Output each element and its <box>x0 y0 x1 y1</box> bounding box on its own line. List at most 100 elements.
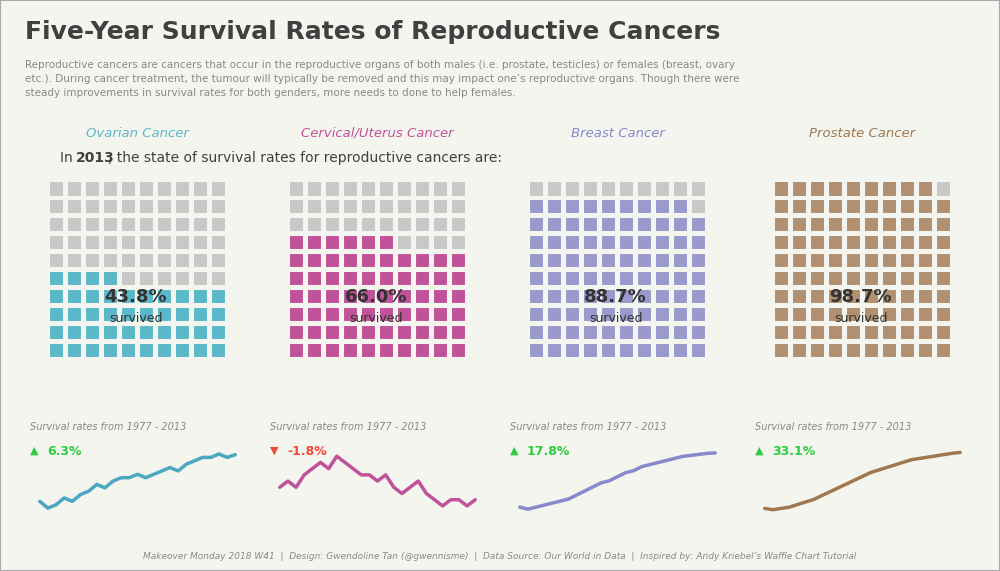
Bar <box>415 181 430 196</box>
Bar <box>828 217 843 232</box>
Bar <box>565 289 580 304</box>
Bar <box>139 181 154 196</box>
Bar <box>918 235 933 251</box>
Bar <box>379 307 394 323</box>
Bar <box>307 235 322 251</box>
Bar <box>547 181 562 196</box>
Bar <box>846 181 861 196</box>
Bar <box>451 199 466 215</box>
Bar <box>397 217 412 232</box>
Bar <box>85 253 100 268</box>
Bar <box>936 217 951 232</box>
Bar <box>864 181 879 196</box>
Bar <box>139 235 154 251</box>
Bar <box>637 181 652 196</box>
Bar <box>691 307 706 323</box>
Bar <box>828 253 843 268</box>
Bar <box>882 325 897 340</box>
Bar <box>103 271 118 287</box>
Bar <box>415 307 430 323</box>
Bar <box>397 325 412 340</box>
Bar <box>67 307 82 323</box>
Bar <box>175 343 190 359</box>
Bar <box>936 181 951 196</box>
Bar <box>289 289 304 304</box>
Bar <box>810 253 825 268</box>
Bar <box>193 289 208 304</box>
Bar <box>774 289 789 304</box>
Bar <box>211 181 226 196</box>
Bar <box>193 343 208 359</box>
Bar <box>583 325 598 340</box>
Text: 33.1%: 33.1% <box>772 445 815 459</box>
Bar <box>828 325 843 340</box>
Bar <box>547 253 562 268</box>
Bar <box>121 271 136 287</box>
Bar <box>211 289 226 304</box>
Bar <box>637 325 652 340</box>
Bar <box>673 325 688 340</box>
Bar <box>900 343 915 359</box>
Text: Five-Year Survival Rates of Reproductive Cancers: Five-Year Survival Rates of Reproductive… <box>25 20 720 44</box>
Bar <box>85 199 100 215</box>
Bar <box>601 289 616 304</box>
Bar <box>289 217 304 232</box>
Bar <box>936 199 951 215</box>
Bar <box>415 235 430 251</box>
Bar <box>619 271 634 287</box>
Bar <box>307 289 322 304</box>
Bar <box>655 289 670 304</box>
Bar <box>673 271 688 287</box>
Bar <box>936 235 951 251</box>
Bar <box>655 325 670 340</box>
Bar <box>85 181 100 196</box>
Bar <box>529 235 544 251</box>
Bar <box>325 235 340 251</box>
Bar <box>774 199 789 215</box>
Bar <box>451 343 466 359</box>
Bar <box>103 199 118 215</box>
Bar <box>49 307 64 323</box>
Bar <box>810 181 825 196</box>
Bar <box>529 343 544 359</box>
Text: survived: survived <box>349 312 402 325</box>
Bar <box>379 217 394 232</box>
Bar <box>882 199 897 215</box>
Bar <box>774 235 789 251</box>
Bar <box>85 217 100 232</box>
Bar <box>67 325 82 340</box>
Text: Prostate Cancer: Prostate Cancer <box>809 127 916 140</box>
Bar <box>792 199 807 215</box>
Bar <box>864 343 879 359</box>
Bar <box>49 199 64 215</box>
Bar <box>691 217 706 232</box>
Bar <box>601 199 616 215</box>
Bar <box>547 235 562 251</box>
Bar <box>673 181 688 196</box>
Bar <box>415 253 430 268</box>
Bar <box>121 199 136 215</box>
Bar <box>619 181 634 196</box>
Bar <box>193 181 208 196</box>
Bar <box>67 343 82 359</box>
Bar <box>900 199 915 215</box>
Bar <box>655 343 670 359</box>
Bar <box>810 289 825 304</box>
Bar <box>846 217 861 232</box>
Text: 98.7%: 98.7% <box>829 288 892 306</box>
Bar <box>433 271 448 287</box>
Bar <box>619 235 634 251</box>
Bar <box>433 289 448 304</box>
Bar <box>361 235 376 251</box>
Bar <box>211 253 226 268</box>
Bar <box>547 271 562 287</box>
Bar <box>792 217 807 232</box>
Bar <box>882 289 897 304</box>
Bar <box>361 217 376 232</box>
Bar <box>918 289 933 304</box>
Bar <box>774 307 789 323</box>
Bar <box>379 235 394 251</box>
Bar <box>397 289 412 304</box>
Bar <box>325 307 340 323</box>
Bar <box>565 325 580 340</box>
